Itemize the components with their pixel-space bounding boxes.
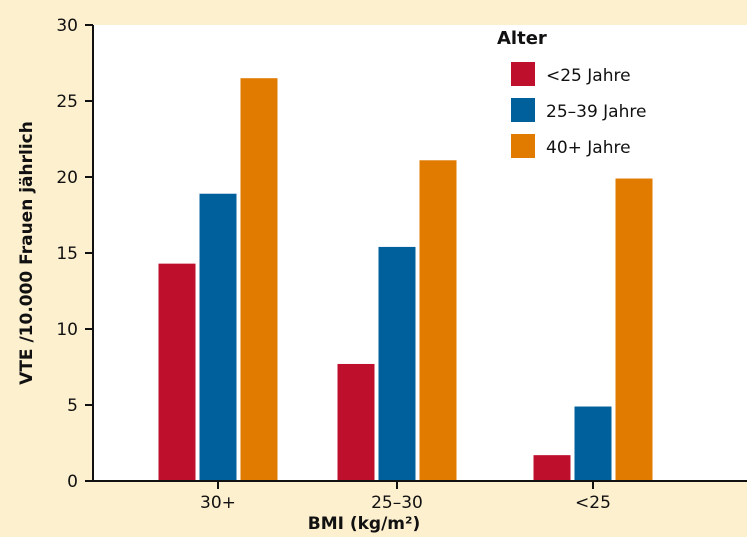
bar-1-1 [158, 263, 196, 481]
legend-label: <25 Jahre [546, 66, 631, 86]
y-tick-label: 30 [56, 16, 78, 36]
legend: Alter <25 Jahre 25–39 Jahre 40+ Jahre [497, 28, 646, 158]
legend-label: 40+ Jahre [546, 138, 631, 158]
y-tick-label: 15 [56, 244, 78, 264]
legend-title: Alter [497, 28, 547, 49]
y-tick-label: 0 [67, 472, 78, 492]
bar-1-2 [337, 363, 375, 481]
legend-swatch [511, 134, 535, 158]
y-tick-label: 5 [67, 396, 78, 416]
bars-group [158, 78, 653, 481]
y-axis-title: VTE /10.000 Frauen jährlich [17, 121, 37, 385]
x-tick-label: 25–30 [371, 493, 423, 513]
bar-1-3 [533, 455, 571, 481]
x-axis-title: BMI (kg/m²) [308, 514, 421, 534]
x-tick-label: <25 [575, 493, 611, 513]
x-tick-label: 30+ [200, 493, 236, 513]
legend-label: 25–39 Jahre [546, 102, 646, 122]
bar-3-3 [615, 178, 653, 481]
legend-swatch [511, 98, 535, 122]
bar-2-1 [199, 193, 237, 481]
legend-swatch [511, 62, 535, 86]
y-tick-label: 25 [56, 92, 78, 112]
bar-3-1 [240, 78, 278, 481]
y-tick-label: 10 [56, 320, 78, 340]
x-ticks-group: 30+ 25–30 <25 [200, 481, 611, 513]
y-tick-label: 20 [56, 168, 78, 188]
y-ticks-group: 0 5 10 15 20 25 30 [56, 16, 93, 492]
bar-3-2 [419, 160, 457, 481]
bar-2-2 [378, 246, 416, 481]
bar-2-3 [574, 406, 612, 481]
